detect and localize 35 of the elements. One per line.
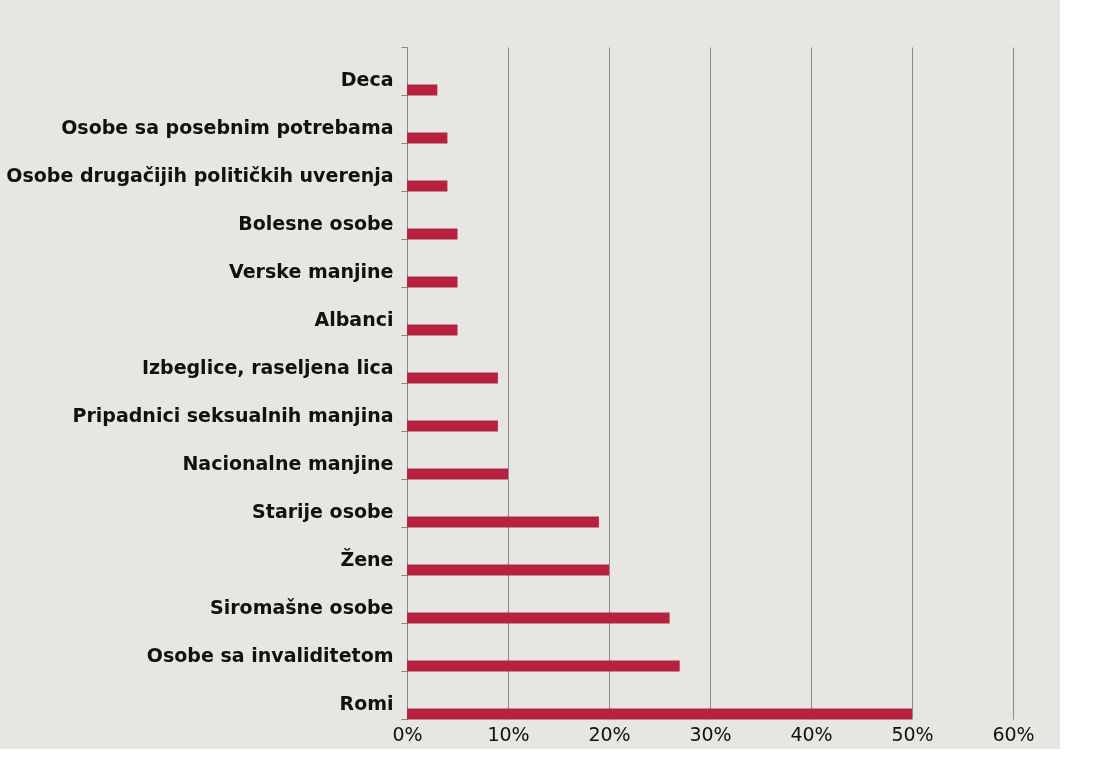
x-tick-label: 30% — [689, 722, 732, 745]
y-tick-label: Pripadnici seksualnih manjina — [72, 403, 394, 426]
bar — [407, 276, 458, 288]
bar — [407, 228, 458, 240]
y-tick-label: Albanci — [314, 307, 394, 330]
bar — [407, 660, 680, 672]
bar — [407, 564, 609, 576]
x-tick-label: 60% — [992, 722, 1035, 745]
x-tick-label: 0% — [392, 722, 423, 745]
bar — [407, 132, 448, 144]
bar — [407, 708, 912, 720]
x-tick-label: 20% — [588, 722, 631, 745]
y-tick-label: Siromašne osobe — [210, 595, 394, 618]
x-tick-label: 10% — [487, 722, 530, 745]
bar — [407, 468, 508, 480]
bar — [407, 372, 498, 384]
y-tick-label: Romi — [339, 691, 394, 714]
bar — [407, 324, 458, 336]
y-tick-label: Osobe drugačijih političkih uverenja — [6, 163, 394, 186]
bar — [407, 180, 448, 192]
bar — [407, 420, 498, 432]
x-tick-label: 40% — [790, 722, 833, 745]
x-tick-label: 50% — [891, 722, 934, 745]
y-tick-label: Osobe sa posebnim potrebama — [61, 115, 394, 138]
y-tick-label: Starije osobe — [252, 499, 394, 522]
y-tick-label: Nacionalne manjine — [182, 451, 394, 474]
y-tick-label: Žene — [340, 547, 394, 570]
bar — [407, 612, 670, 624]
y-tick-label: Izbeglice, raseljena lica — [141, 355, 394, 378]
y-tick-label: Bolesne osobe — [238, 211, 394, 234]
bar — [407, 516, 599, 528]
bar — [407, 84, 438, 96]
y-tick-label: Verske manjine — [229, 259, 394, 282]
y-tick-label: Deca — [340, 67, 394, 90]
y-tick-label: Osobe sa invaliditetom — [146, 643, 394, 666]
